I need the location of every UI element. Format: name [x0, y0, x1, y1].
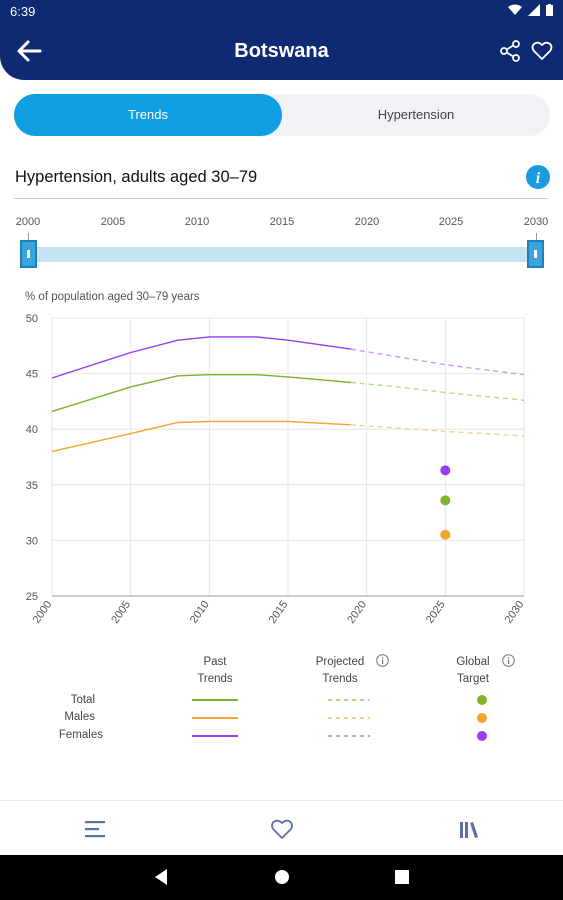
legend-past-trends-header: Past Trends [197, 656, 233, 685]
y-tick-label: 40 [26, 424, 38, 436]
slider-year-label: 2010 [184, 216, 210, 228]
info-circle-icon[interactable] [502, 654, 515, 667]
series-line-total-past [51, 373, 351, 413]
battery-icon [546, 4, 553, 16]
system-back-icon[interactable] [153, 868, 169, 886]
chart-y-axis-label: % of population aged 30–79 years [25, 291, 200, 303]
legend-swatches [192, 695, 487, 741]
legend-row-total: Total [70, 694, 95, 706]
share-icon[interactable] [499, 40, 521, 62]
series-line-females-projected [350, 348, 525, 376]
section-title: Hypertension, adults aged 30–79 [15, 168, 258, 186]
x-tick-label: 2010 [188, 599, 212, 626]
tab-trends[interactable]: Trends [14, 94, 282, 136]
wifi-icon [508, 4, 522, 15]
library-icon[interactable] [457, 817, 481, 841]
app-bar: 6:39 Botswana [0, 0, 563, 80]
year-range-slider-track[interactable] [26, 247, 536, 262]
tab-bar: Trends Hypertension [14, 94, 550, 136]
y-tick-label: 25 [26, 591, 38, 603]
legend-males-target-dot [477, 713, 487, 723]
y-tick-label: 50 [26, 313, 38, 325]
slider-tick [28, 233, 29, 243]
signal-icon [528, 4, 540, 16]
back-arrow-icon[interactable] [14, 36, 44, 66]
x-tick-label: 2015 [267, 599, 291, 626]
slider-year-label: 2025 [438, 216, 464, 228]
legend-global-target-header: Global Target [456, 656, 490, 685]
y-tick-label: 35 [26, 480, 38, 492]
series-line-males-past [51, 420, 351, 453]
series-line-total-projected [350, 381, 525, 401]
info-icon[interactable]: i [526, 165, 550, 189]
status-icons [508, 4, 553, 16]
slider-tick [536, 233, 537, 243]
status-time: 6:39 [10, 4, 36, 19]
bottom-navigation [0, 800, 563, 855]
slider-year-label: 2020 [354, 216, 380, 228]
target-point-total [440, 495, 451, 506]
target-point-males [440, 529, 451, 540]
legend-projected-trends-header: Projected Trends [315, 656, 365, 685]
x-tick-label: 2025 [424, 599, 448, 626]
slider-year-label: 2000 [15, 216, 41, 228]
menu-icon[interactable] [83, 817, 107, 841]
system-navigation-bar [0, 855, 563, 900]
slider-year-label: 2005 [100, 216, 126, 228]
tab-hypertension[interactable]: Hypertension [377, 107, 455, 122]
favorites-heart-icon[interactable] [270, 817, 294, 841]
slider-end-handle[interactable] [527, 240, 544, 268]
legend-females-target-dot [477, 731, 487, 741]
x-tick-label: 2030 [503, 599, 527, 626]
x-tick-label: 2020 [345, 599, 369, 626]
series-line-males-projected [350, 424, 525, 437]
series-line-females-past [51, 336, 351, 379]
svg-text:i: i [536, 170, 541, 187]
x-tick-label: 2005 [109, 599, 133, 626]
system-home-icon[interactable] [273, 868, 291, 886]
section-divider [14, 198, 548, 199]
y-tick-label: 45 [26, 369, 38, 381]
info-circle-icon[interactable] [376, 654, 389, 667]
system-recents-icon[interactable] [394, 868, 410, 886]
target-point-females [440, 465, 451, 476]
legend-total-target-dot [477, 695, 487, 705]
slider-start-handle[interactable] [20, 240, 37, 268]
legend-row-females: Females [58, 729, 103, 741]
heart-icon[interactable] [531, 40, 553, 62]
y-tick-label: 30 [26, 535, 38, 547]
page-title: Botswana [234, 40, 329, 62]
slider-year-label: 2030 [523, 216, 549, 228]
legend-row-males: Males [64, 711, 95, 723]
slider-year-label: 2015 [269, 216, 295, 228]
